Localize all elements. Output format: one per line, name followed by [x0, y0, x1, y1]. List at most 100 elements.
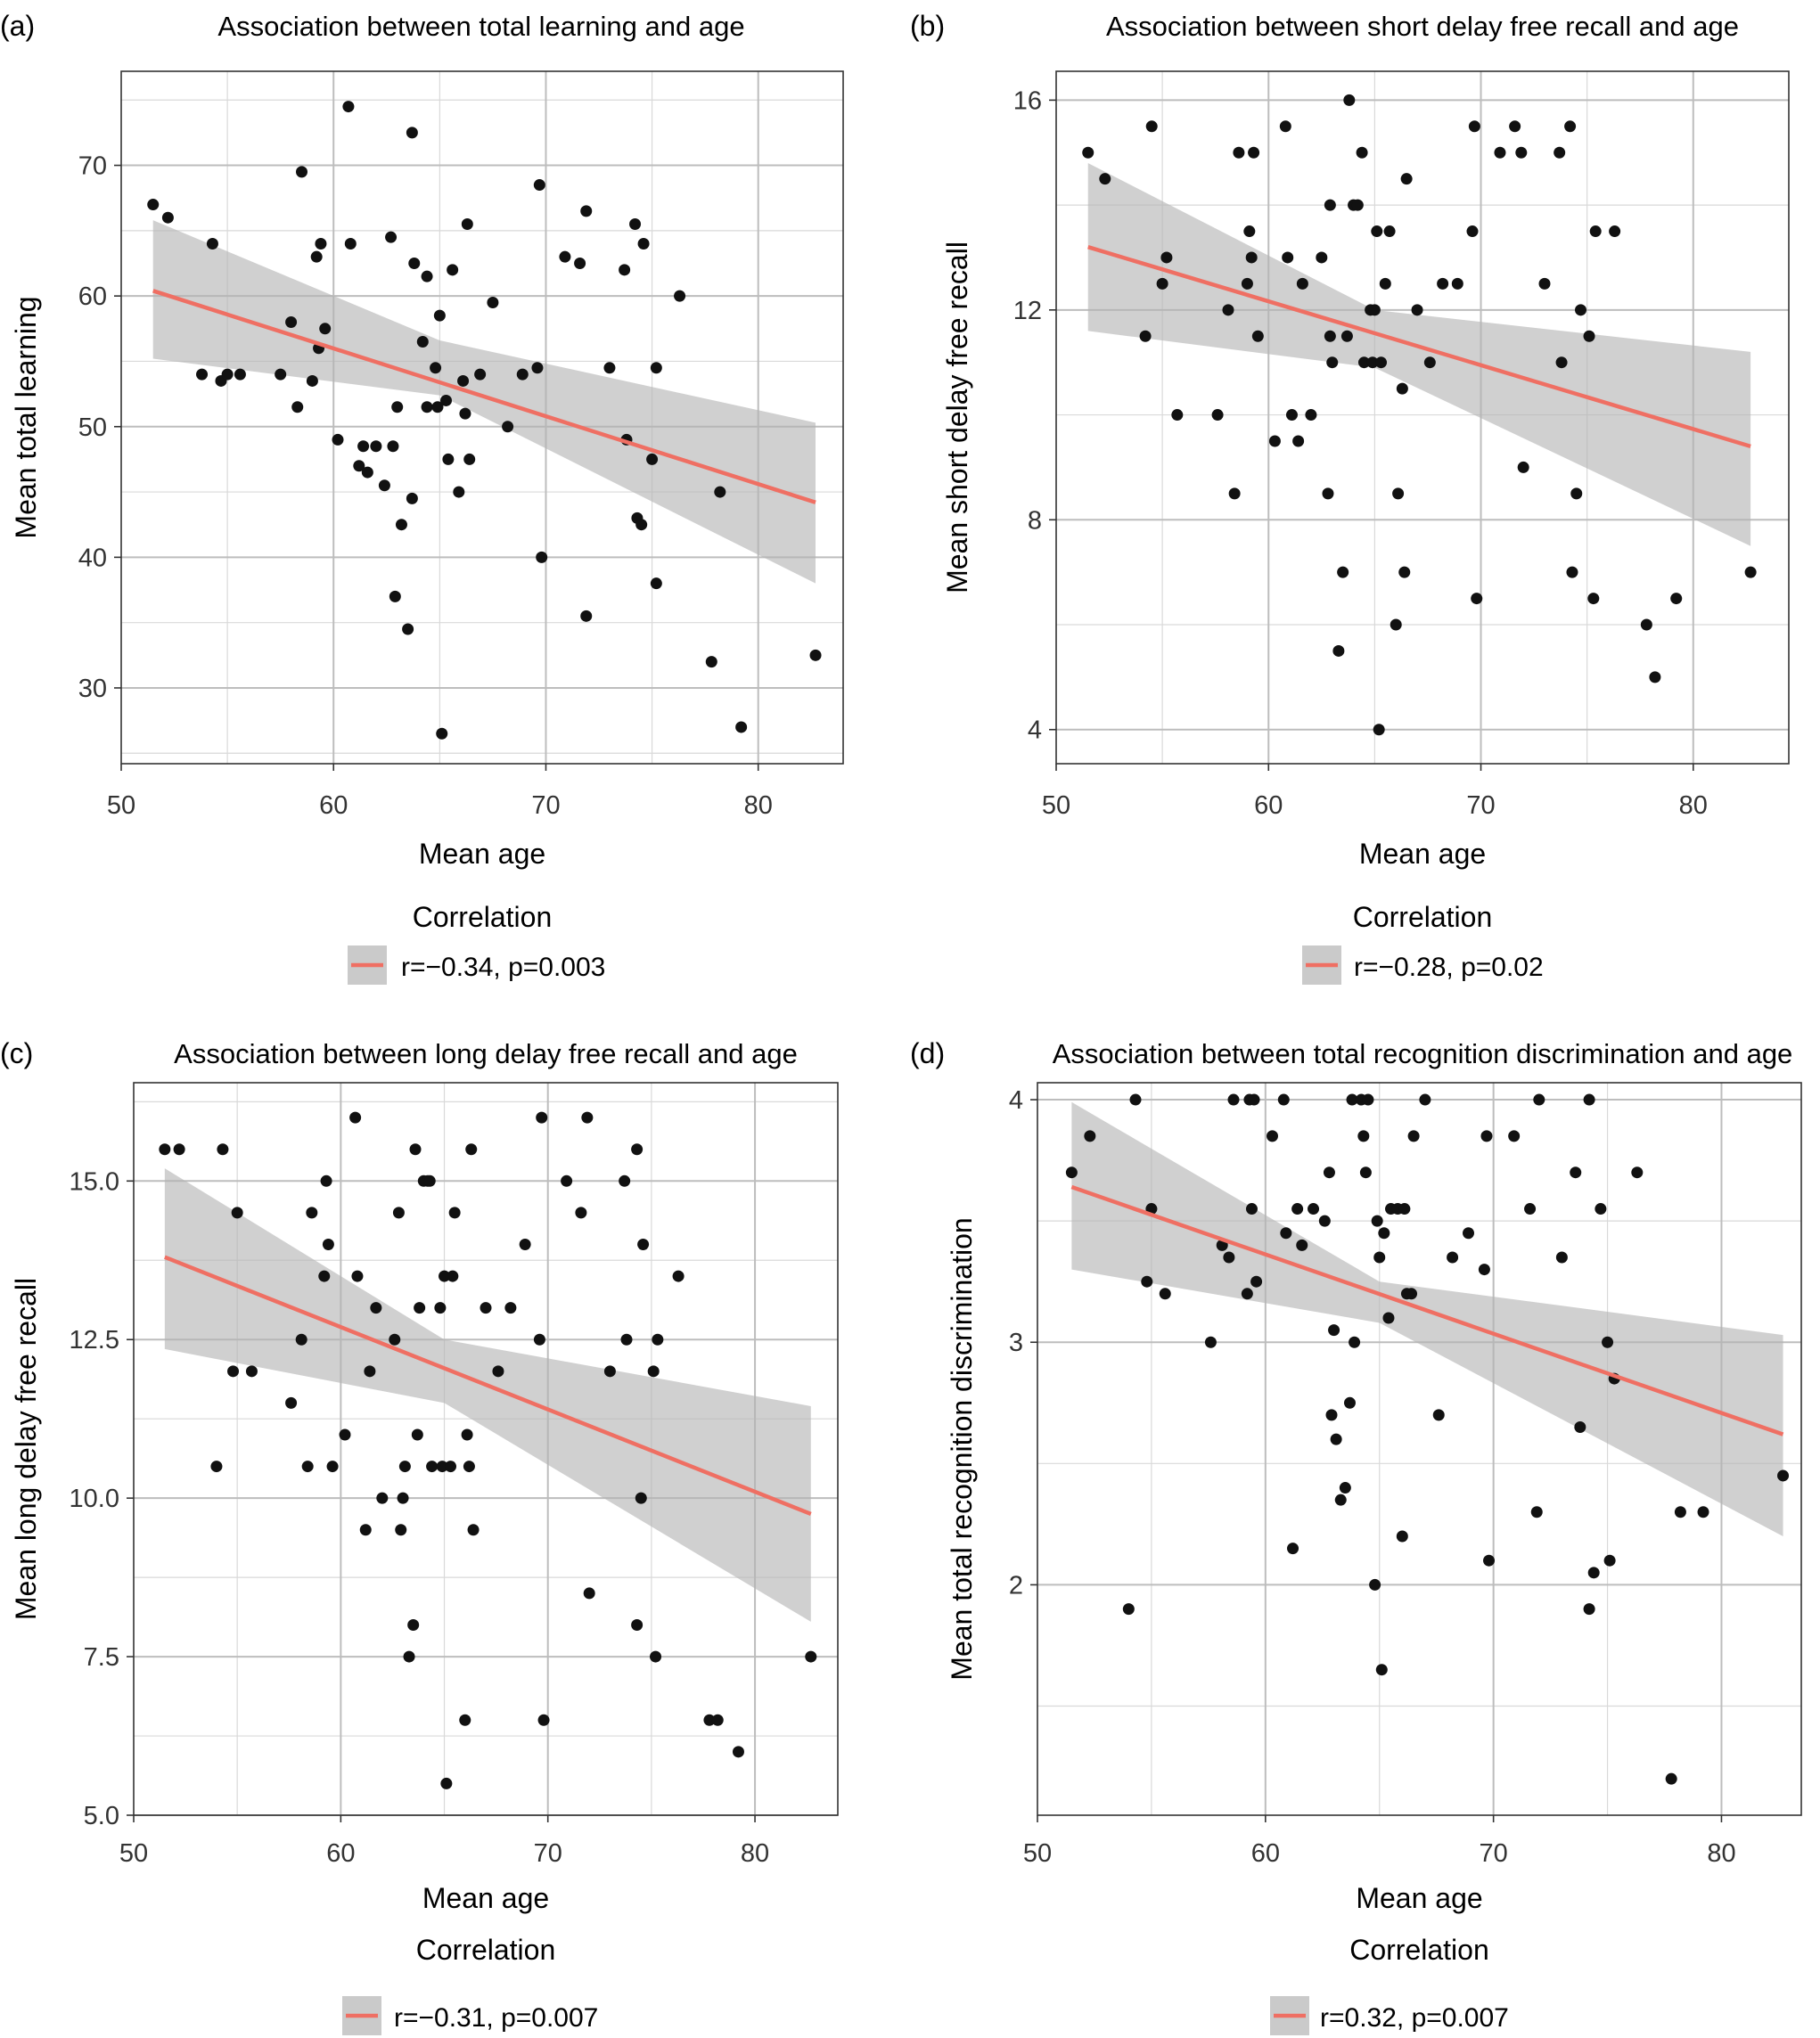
- data-point: [315, 238, 327, 250]
- data-point: [620, 1333, 633, 1346]
- data-point: [421, 270, 433, 282]
- data-point: [1407, 1130, 1420, 1142]
- data-point: [459, 407, 471, 420]
- data-point: [1204, 1336, 1217, 1348]
- data-point: [1332, 644, 1345, 657]
- data-point: [411, 1428, 423, 1441]
- data-point: [1248, 1093, 1260, 1106]
- data-point: [635, 1492, 647, 1504]
- data-point: [392, 1207, 405, 1219]
- data-point: [398, 1461, 411, 1473]
- data-point: [210, 1461, 223, 1473]
- data-point: [631, 1143, 644, 1156]
- data-point: [291, 401, 304, 413]
- data-point: [714, 486, 726, 498]
- data-point: [1515, 146, 1528, 159]
- data-point: [453, 486, 465, 498]
- data-point: [1674, 1506, 1686, 1518]
- data-point: [459, 1714, 471, 1726]
- data-point: [1343, 94, 1356, 106]
- data-point: [389, 1333, 401, 1346]
- y-axis-label: Mean total learning: [10, 296, 42, 538]
- data-point: [1245, 251, 1258, 264]
- data-point: [319, 323, 332, 335]
- data-point: [1371, 1215, 1383, 1227]
- data-point: [463, 1461, 475, 1473]
- data-point: [1480, 1130, 1493, 1142]
- y-tick-label: 3: [1009, 1329, 1023, 1357]
- data-point: [1524, 1203, 1537, 1215]
- data-point: [1351, 199, 1364, 211]
- data-point: [1368, 304, 1381, 316]
- y-axis-label: Mean total recognition discrimination: [946, 1217, 978, 1680]
- data-point: [1296, 277, 1308, 290]
- x-axis-label: Mean age: [422, 1882, 549, 1914]
- data-point: [1250, 1275, 1263, 1288]
- data-point: [1334, 1494, 1347, 1506]
- data-point: [732, 1746, 744, 1758]
- data-point: [402, 623, 414, 635]
- y-axis-label: Mean long delay free recall: [10, 1278, 42, 1620]
- data-point: [1640, 618, 1652, 631]
- data-point: [1631, 1166, 1644, 1179]
- data-point: [1437, 277, 1449, 290]
- y-tick-label: 2: [1009, 1571, 1023, 1600]
- data-point: [631, 1618, 644, 1631]
- data-point: [1564, 120, 1577, 133]
- y-tick-label: 7.5: [84, 1643, 119, 1672]
- data-point: [231, 1207, 243, 1219]
- data-point: [619, 1175, 631, 1187]
- data-point: [306, 374, 318, 387]
- x-tick-label: 70: [1466, 791, 1495, 820]
- data-point: [1318, 1215, 1331, 1227]
- data-point: [161, 211, 174, 224]
- data-point: [1587, 1567, 1600, 1579]
- data-point: [461, 1428, 473, 1441]
- data-point: [581, 1111, 594, 1124]
- data-point: [1356, 146, 1368, 159]
- data-point: [320, 1175, 332, 1187]
- data-point: [1378, 1227, 1390, 1240]
- data-point: [1466, 225, 1479, 238]
- data-point: [439, 1270, 451, 1282]
- data-point: [359, 1524, 372, 1536]
- data-point: [1665, 1772, 1677, 1785]
- data-point: [159, 1143, 171, 1156]
- data-point: [1141, 1275, 1153, 1288]
- data-point: [674, 290, 686, 302]
- data-point: [1398, 1203, 1411, 1215]
- legend-label: r=0.32, p=0.007: [1320, 2003, 1509, 2033]
- data-point: [575, 1207, 587, 1219]
- y-tick-label: 30: [78, 675, 107, 703]
- data-point: [1468, 120, 1480, 133]
- data-point: [447, 1270, 459, 1282]
- data-point: [1555, 1251, 1568, 1264]
- data-point: [504, 1302, 517, 1314]
- data-point: [1292, 435, 1305, 447]
- legend-label: r=−0.34, p=0.003: [401, 953, 605, 982]
- data-point: [492, 1365, 504, 1378]
- x-tick-label: 60: [326, 1839, 355, 1868]
- data-point: [1583, 330, 1595, 342]
- x-tick-label: 50: [107, 791, 135, 820]
- data-point: [1287, 1543, 1299, 1555]
- data-point: [403, 1650, 415, 1663]
- data-point: [1451, 277, 1463, 290]
- data-point: [1296, 1239, 1308, 1251]
- data-point: [1328, 1324, 1340, 1337]
- data-point: [629, 218, 642, 231]
- data-point: [1587, 593, 1600, 605]
- data-point: [537, 1714, 550, 1726]
- data-point: [1291, 1203, 1304, 1215]
- data-point: [1362, 1093, 1374, 1106]
- data-point: [1359, 1166, 1372, 1179]
- data-point: [434, 1302, 447, 1314]
- y-tick-label: 4: [1028, 716, 1042, 745]
- data-point: [306, 1207, 318, 1219]
- data-point: [1392, 487, 1405, 500]
- x-axis-label: Mean age: [419, 838, 545, 870]
- data-point: [1447, 1251, 1459, 1264]
- data-point: [442, 453, 455, 465]
- data-point: [1423, 356, 1436, 369]
- data-point: [1379, 277, 1391, 290]
